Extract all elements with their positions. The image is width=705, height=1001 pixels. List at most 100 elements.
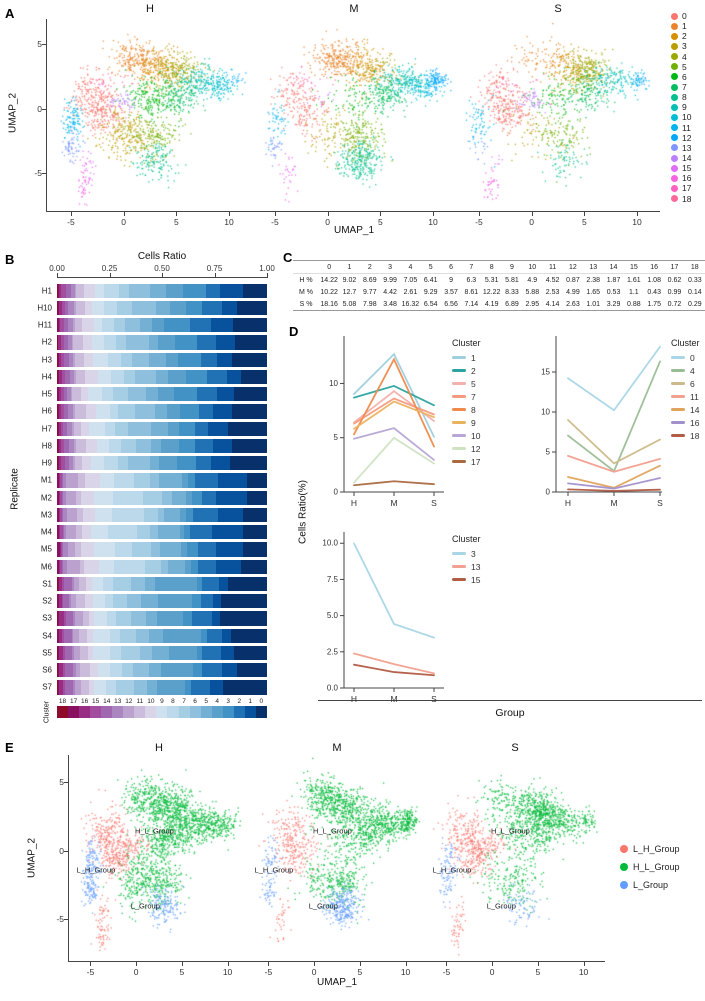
bar-segment-cluster-9 <box>92 628 111 643</box>
bar-segment-cluster-12 <box>67 507 77 522</box>
bar-segment-cluster-0 <box>241 559 267 574</box>
trend-line-cluster-2 <box>353 384 435 407</box>
bar-segment-cluster-17 <box>57 300 59 315</box>
group-annotation: H_L_Group <box>491 826 530 836</box>
bar-segment-cluster-6 <box>129 283 150 298</box>
replicate-label: H9 <box>41 458 52 468</box>
bar-segment-cluster-3 <box>190 559 198 574</box>
cluster-strip-number: 13 <box>114 698 122 705</box>
bar-segment-cluster-7 <box>115 421 128 436</box>
cluster-legend-label: 9 <box>682 102 687 113</box>
bar-segment-cluster-17 <box>57 663 60 678</box>
bar-segment-cluster-9 <box>93 352 108 367</box>
bar-segment-cluster-18 <box>57 404 58 419</box>
cluster-strip-swatch <box>101 706 113 718</box>
cluster-strip-swatch <box>145 706 157 718</box>
cluster-strip-swatch <box>79 706 91 718</box>
trend-line-cluster-15 <box>353 663 435 677</box>
bar-segment-cluster-17 <box>57 473 60 488</box>
bar-segment-cluster-3 <box>179 421 195 436</box>
bar-segment-cluster-12 <box>73 576 79 591</box>
bar-segment-cluster-1 <box>216 335 236 350</box>
bar-segment-cluster-10 <box>84 300 93 315</box>
table-cell: 0.33 <box>688 276 702 284</box>
bar-segment-cluster-5 <box>149 352 166 367</box>
bar-segment-cluster-10 <box>81 525 92 540</box>
bar-segment-cluster-9 <box>94 283 105 298</box>
bar-segment-cluster-5 <box>158 473 183 488</box>
bar-segment-cluster-16 <box>58 352 62 367</box>
bar-segment-cluster-13 <box>69 456 74 471</box>
bar-segment-cluster-3 <box>184 680 191 695</box>
bar-segment-cluster-7 <box>118 404 136 419</box>
bar-segment-cluster-1 <box>227 369 242 384</box>
bar-segment-cluster-10 <box>84 473 100 488</box>
bar-segment-cluster-17 <box>57 335 59 350</box>
cluster-strip-number: 8 <box>171 698 175 705</box>
bar-segment-cluster-7 <box>115 680 135 695</box>
b-x-tick <box>109 273 111 277</box>
trend-legend-label: 12 <box>471 443 481 454</box>
trend-legend-item: 12 <box>452 442 481 455</box>
trend-x-tick-label: H <box>351 694 357 704</box>
bar-segment-cluster-3 <box>174 387 197 402</box>
a-x-axis-label: UMAP_1 <box>333 225 374 236</box>
bar-segment-cluster-10 <box>81 490 95 505</box>
b-x-tick <box>267 273 268 277</box>
replicate-label: S6 <box>42 665 52 675</box>
bar-segment-cluster-6 <box>161 559 168 574</box>
group-legend-label: H_L_Group <box>633 862 680 872</box>
bar-segment-cluster-8 <box>110 404 119 419</box>
bar-segment-cluster-13 <box>68 300 75 315</box>
bar-segment-cluster-16 <box>59 283 62 298</box>
bar-segment-cluster-4 <box>168 645 197 660</box>
replicate-row: S1 <box>0 575 267 592</box>
bar-segment-cluster-6 <box>128 456 150 471</box>
bar-segment-cluster-4 <box>168 369 187 384</box>
stacked-bar <box>57 559 267 574</box>
table-column-header: 13 <box>589 263 598 271</box>
replicate-row: S4 <box>0 627 267 644</box>
bar-segment-cluster-12 <box>70 594 77 609</box>
bar-segment-cluster-0 <box>234 387 267 402</box>
bar-segment-cluster-5 <box>155 300 171 315</box>
cluster-legend-label: 8 <box>682 92 687 103</box>
a-y-tick <box>42 44 46 46</box>
table-cell: 0.29 <box>688 300 702 308</box>
replicate-row: H11 <box>0 317 267 334</box>
bar-segment-cluster-3 <box>188 473 196 488</box>
group-legend-item: L_Group <box>620 876 680 894</box>
legend-line-swatch <box>452 408 466 411</box>
bar-segment-cluster-6 <box>158 507 165 522</box>
bar-segment-cluster-16 <box>58 318 61 333</box>
bar-segment-cluster-1 <box>215 542 244 557</box>
replicate-row: H9 <box>0 455 267 472</box>
bar-segment-cluster-2 <box>194 421 209 436</box>
e-x-tick <box>90 962 92 966</box>
replicate-label: H1 <box>41 286 52 296</box>
bar-segment-cluster-5 <box>147 680 157 695</box>
a-y-axis-label: UMAP_2 <box>7 92 19 134</box>
trend-legend-item: 5 <box>452 377 481 390</box>
b-x-tick <box>214 273 216 277</box>
bar-segment-cluster-6 <box>131 352 150 367</box>
bar-segment-cluster-15 <box>61 387 65 402</box>
facet-title-a-s: S <box>554 3 562 15</box>
table-column-header: 9 <box>510 263 514 271</box>
cluster-color-dot <box>671 124 678 132</box>
cluster-strip-number: 17 <box>69 698 78 705</box>
table-cell: 9.02 <box>342 276 357 284</box>
bar-segment-cluster-6 <box>127 387 147 402</box>
table-row-label: H % <box>299 276 313 284</box>
bar-segment-cluster-5 <box>149 663 162 678</box>
bar-segment-cluster-0 <box>242 507 267 522</box>
bar-segment-cluster-2 <box>191 611 212 626</box>
table-cell: 4.9 <box>527 276 538 284</box>
bar-segment-cluster-15 <box>60 421 64 436</box>
replicate-label: H8 <box>41 441 52 451</box>
a-y-tick-label: 0 <box>37 103 42 114</box>
cluster-color-dot <box>671 42 678 50</box>
bar-segment-cluster-0 <box>246 490 267 505</box>
bar-segment-cluster-9 <box>96 404 111 419</box>
table-cell: 6.3 <box>466 276 477 284</box>
